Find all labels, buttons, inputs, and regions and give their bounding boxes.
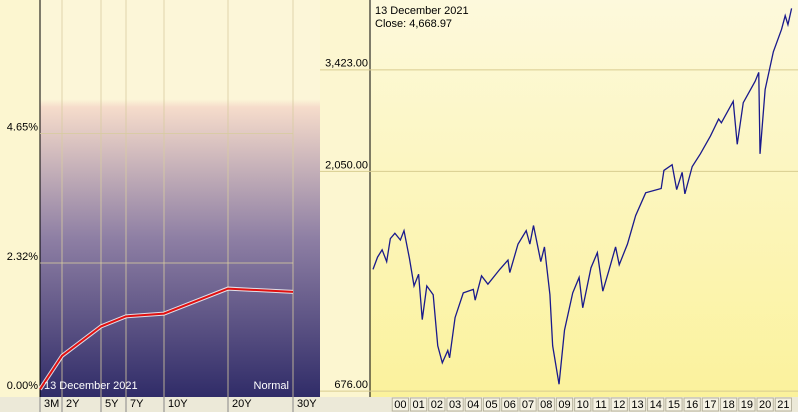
x-tick-label: 16 xyxy=(686,399,698,411)
left-chart: 0.00% 2.32% 4.65% 3M 2Y 5Y 7Y 10Y 20Y 30Y 13 Decem… xyxy=(7,0,317,412)
x-tick-label: 19 xyxy=(741,399,753,411)
x-tick-box xyxy=(555,397,574,412)
x-tick-box xyxy=(720,397,738,412)
x-tick-label: 08 xyxy=(540,399,552,411)
x-tick-label: 30Y xyxy=(297,398,317,410)
x-tick-label: 00 xyxy=(394,399,406,411)
x-tick-label: 12 xyxy=(613,399,625,411)
y-tick-label: 3,423.00 xyxy=(325,58,368,70)
x-tick-box xyxy=(409,397,428,412)
x-tick-label: 06 xyxy=(504,399,516,411)
left-axis-area xyxy=(0,0,40,397)
x-tick-label: 07 xyxy=(522,399,534,411)
x-tick-label: 21 xyxy=(777,399,789,411)
x-tick-label: 17 xyxy=(704,399,716,411)
x-tick-label: 02 xyxy=(431,399,443,411)
x-tick-box xyxy=(482,397,501,412)
x-tick-box xyxy=(501,397,519,412)
left-plot-bg xyxy=(40,0,320,397)
x-tick-label: 20 xyxy=(759,399,771,411)
x-tick-label: 13 xyxy=(631,399,643,411)
x-tick-box xyxy=(647,397,665,412)
x-tick-label: 10 xyxy=(577,399,589,411)
x-tick-label: 03 xyxy=(449,399,461,411)
x-tick-box xyxy=(738,397,756,412)
x-tick-box xyxy=(665,397,683,412)
x-tick-box xyxy=(701,397,720,412)
x-tick-box xyxy=(428,397,446,412)
y-tick-label: 0.00% xyxy=(7,380,38,392)
x-tick-label: 5Y xyxy=(105,398,119,410)
close-annotation: Close: 4,668.97 xyxy=(375,18,452,30)
x-tick-label: 15 xyxy=(668,399,680,411)
x-tick-box xyxy=(683,397,701,412)
x-tick-box xyxy=(610,397,628,412)
x-tick-label: 11 xyxy=(595,399,606,411)
right-chart: 676.00 2,050.00 3,423.00 00 01 02 03 04 05 06 07 08… xyxy=(320,5,798,412)
x-tick-label: 2Y xyxy=(66,398,80,410)
y-tick-label: 676.00 xyxy=(334,379,368,391)
date-annotation: 13 December 2021 xyxy=(44,380,138,392)
x-tick-box xyxy=(391,397,409,412)
x-tick-label: 7Y xyxy=(130,398,144,410)
date-annotation: 13 December 2021 xyxy=(375,5,469,17)
right-plot-bg xyxy=(370,0,798,397)
right-axis-area xyxy=(320,0,370,397)
yield-curve xyxy=(39,287,294,390)
x-tick-label: 18 xyxy=(723,399,735,411)
x-tick-label: 01 xyxy=(412,399,424,411)
x-tick-box xyxy=(574,397,592,412)
x-tick-box xyxy=(519,397,537,412)
y-tick-label: 4.65% xyxy=(7,121,38,133)
x-tick-box xyxy=(628,397,647,412)
x-tick-label: 09 xyxy=(558,399,570,411)
x-tick-label: 10Y xyxy=(168,398,188,410)
x-tick-label: 20Y xyxy=(232,398,252,410)
curve-shape: Normal xyxy=(254,380,289,392)
x-tick-box xyxy=(464,397,482,412)
x-tick-box xyxy=(537,397,555,412)
x-tick-box xyxy=(446,397,464,412)
price-line xyxy=(372,8,793,385)
x-tick-label: 05 xyxy=(485,399,497,411)
y-tick-label: 2,050.00 xyxy=(325,159,368,171)
x-tick-box xyxy=(774,397,792,412)
x-tick-label: 14 xyxy=(650,399,662,411)
x-tick-box xyxy=(756,397,774,412)
x-tick-box xyxy=(592,397,610,412)
x-tick-label: 3M xyxy=(44,398,59,410)
y-tick-label: 2.32% xyxy=(7,251,38,263)
x-tick-label: 04 xyxy=(467,399,479,411)
